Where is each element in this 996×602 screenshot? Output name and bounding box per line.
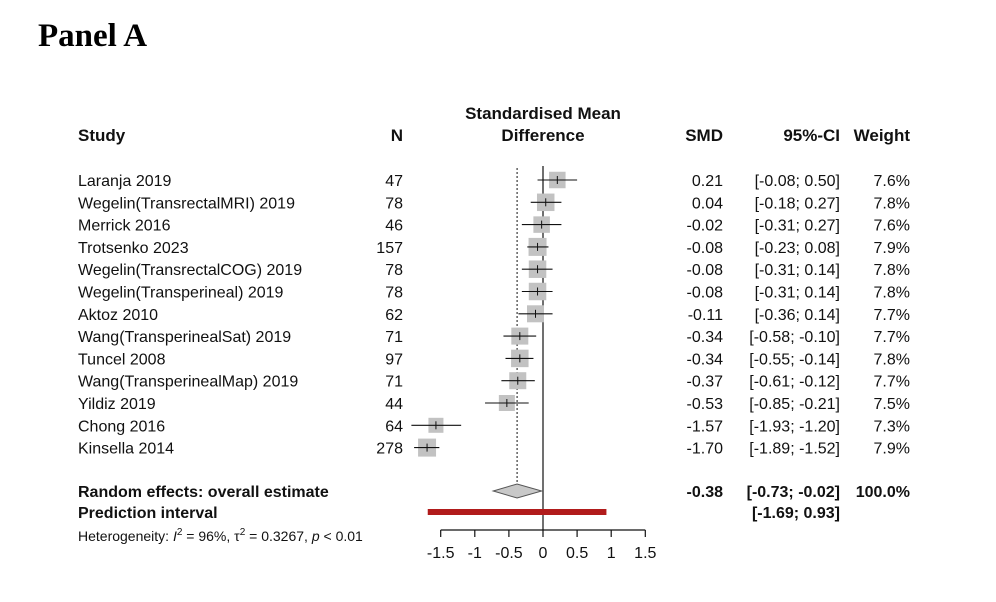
x-axis: -1.5 -1 -0.5 0 0.5 1 1.5 xyxy=(427,529,657,562)
study-smd: -0.08 xyxy=(687,262,724,279)
study-n: 64 xyxy=(385,418,403,435)
overall-label: Random effects: overall estimate xyxy=(78,484,329,501)
panel-title: Panel A xyxy=(38,18,148,54)
overall-ci: [-0.73; -0.02] xyxy=(747,484,840,501)
study-ci: [-0.61; -0.12] xyxy=(749,374,840,391)
x-axis-tick-label: -0.5 xyxy=(495,545,523,562)
study-n: 157 xyxy=(376,240,403,257)
study-n: 47 xyxy=(385,173,403,190)
study-smd: -0.34 xyxy=(687,329,724,346)
header-n: N xyxy=(391,126,403,145)
study-weight: 7.8% xyxy=(874,262,910,279)
effect-marks xyxy=(411,166,607,530)
x-axis-tick-label: -1.5 xyxy=(427,545,455,562)
study-ci: [-1.89; -1.52] xyxy=(749,441,840,458)
header-ci: 95%-CI xyxy=(783,126,840,145)
study-ci: [-0.36; 0.14] xyxy=(755,307,840,324)
prediction-ci: [-1.69; 0.93] xyxy=(752,505,840,522)
study-smd: -1.57 xyxy=(687,418,724,435)
prediction-row: Prediction interval [-1.69; 0.93] xyxy=(78,505,840,522)
study-name: Wang(TransperinealSat) 2019 xyxy=(78,329,291,346)
study-ci: [-0.23; 0.08] xyxy=(755,240,840,257)
overall-row: Random effects: overall estimate -0.38 [… xyxy=(78,484,910,501)
study-n: 78 xyxy=(385,195,403,212)
study-smd: -0.08 xyxy=(687,285,724,302)
header-study: Study xyxy=(78,126,126,145)
study-smd: -0.11 xyxy=(688,307,723,324)
study-smd: -0.02 xyxy=(687,218,724,235)
study-name: Aktoz 2010 xyxy=(78,307,158,324)
study-n: 44 xyxy=(385,396,403,413)
study-smd: -0.37 xyxy=(687,374,724,391)
study-ci: [-0.58; -0.10] xyxy=(749,329,840,346)
study-n: 46 xyxy=(385,218,403,235)
study-rows: Laranja 2019 47 0.21 [-0.08; 0.50] 7.6% Wegel… xyxy=(78,173,910,458)
study-ci: [-0.08; 0.50] xyxy=(755,173,840,190)
study-weight: 7.8% xyxy=(874,285,910,302)
overall-effect-diamond xyxy=(491,483,544,499)
study-weight: 7.8% xyxy=(874,351,910,368)
study-weight: 7.7% xyxy=(874,307,910,324)
study-n: 71 xyxy=(385,329,403,346)
study-smd: -1.70 xyxy=(687,441,724,458)
study-ci: [-0.18; 0.27] xyxy=(755,195,840,212)
x-axis-tick-label: 0.5 xyxy=(566,545,588,562)
study-weight: 7.7% xyxy=(874,374,910,391)
x-axis-tick-label: 1.5 xyxy=(634,545,656,562)
header-effect-line1: Standardised Mean xyxy=(465,104,621,123)
study-n: 97 xyxy=(385,351,403,368)
study-n: 278 xyxy=(376,441,403,458)
study-weight: 7.6% xyxy=(874,173,910,190)
study-weight: 7.5% xyxy=(874,396,910,413)
study-name: Merrick 2016 xyxy=(78,218,171,235)
study-smd: -0.08 xyxy=(687,240,724,257)
study-ci: [-0.31; 0.14] xyxy=(755,285,840,302)
study-ci: [-0.31; 0.14] xyxy=(755,262,840,279)
study-name: Kinsella 2014 xyxy=(78,441,174,458)
study-name: Chong 2016 xyxy=(78,418,165,435)
x-axis-tick-label: 1 xyxy=(607,545,616,562)
prediction-interval-bar xyxy=(427,509,607,515)
header-smd: SMD xyxy=(685,126,723,145)
overall-smd: -0.38 xyxy=(687,484,724,501)
study-ci: [-0.55; -0.14] xyxy=(749,351,840,368)
study-weight: 7.9% xyxy=(874,441,910,458)
study-ci: [-0.31; 0.27] xyxy=(755,218,840,235)
x-axis-tick-label: -1 xyxy=(468,545,482,562)
overall-weight: 100.0% xyxy=(856,484,910,501)
x-axis-tick-label: 0 xyxy=(539,545,548,562)
study-weight: 7.7% xyxy=(874,329,910,346)
header-weight: Weight xyxy=(854,126,911,145)
study-n: 71 xyxy=(385,374,403,391)
study-name: Wegelin(Transperineal) 2019 xyxy=(78,285,284,302)
study-n: 78 xyxy=(385,262,403,279)
prediction-label: Prediction interval xyxy=(78,505,218,522)
study-weight: 7.6% xyxy=(874,218,910,235)
study-weight: 7.8% xyxy=(874,195,910,212)
study-name: Laranja 2019 xyxy=(78,173,172,190)
study-name: Yildiz 2019 xyxy=(78,396,156,413)
study-ci: [-0.85; -0.21] xyxy=(749,396,840,413)
study-name: Trotsenko 2023 xyxy=(78,240,189,257)
study-smd: -0.53 xyxy=(687,396,724,413)
study-smd: 0.21 xyxy=(692,173,723,190)
study-n: 78 xyxy=(385,285,403,302)
study-name: Wang(TransperinealMap) 2019 xyxy=(78,374,298,391)
study-smd: -0.34 xyxy=(687,351,724,368)
study-name: Wegelin(TransrectalCOG) 2019 xyxy=(78,262,302,279)
study-weight: 7.3% xyxy=(874,418,910,435)
study-weight: 7.9% xyxy=(874,240,910,257)
study-name: Tuncel 2008 xyxy=(78,351,166,368)
study-smd: 0.04 xyxy=(692,195,723,212)
header-effect-line2: Difference xyxy=(501,126,584,145)
study-name: Wegelin(TransrectalMRI) 2019 xyxy=(78,195,295,212)
heterogeneity-text: Heterogeneity: I2 = 96%, τ2 = 0.3267, p … xyxy=(78,527,363,544)
column-headers: Study N Standardised Mean Difference SMD… xyxy=(78,104,910,145)
study-n: 62 xyxy=(385,307,403,324)
study-ci: [-1.93; -1.20] xyxy=(749,418,840,435)
